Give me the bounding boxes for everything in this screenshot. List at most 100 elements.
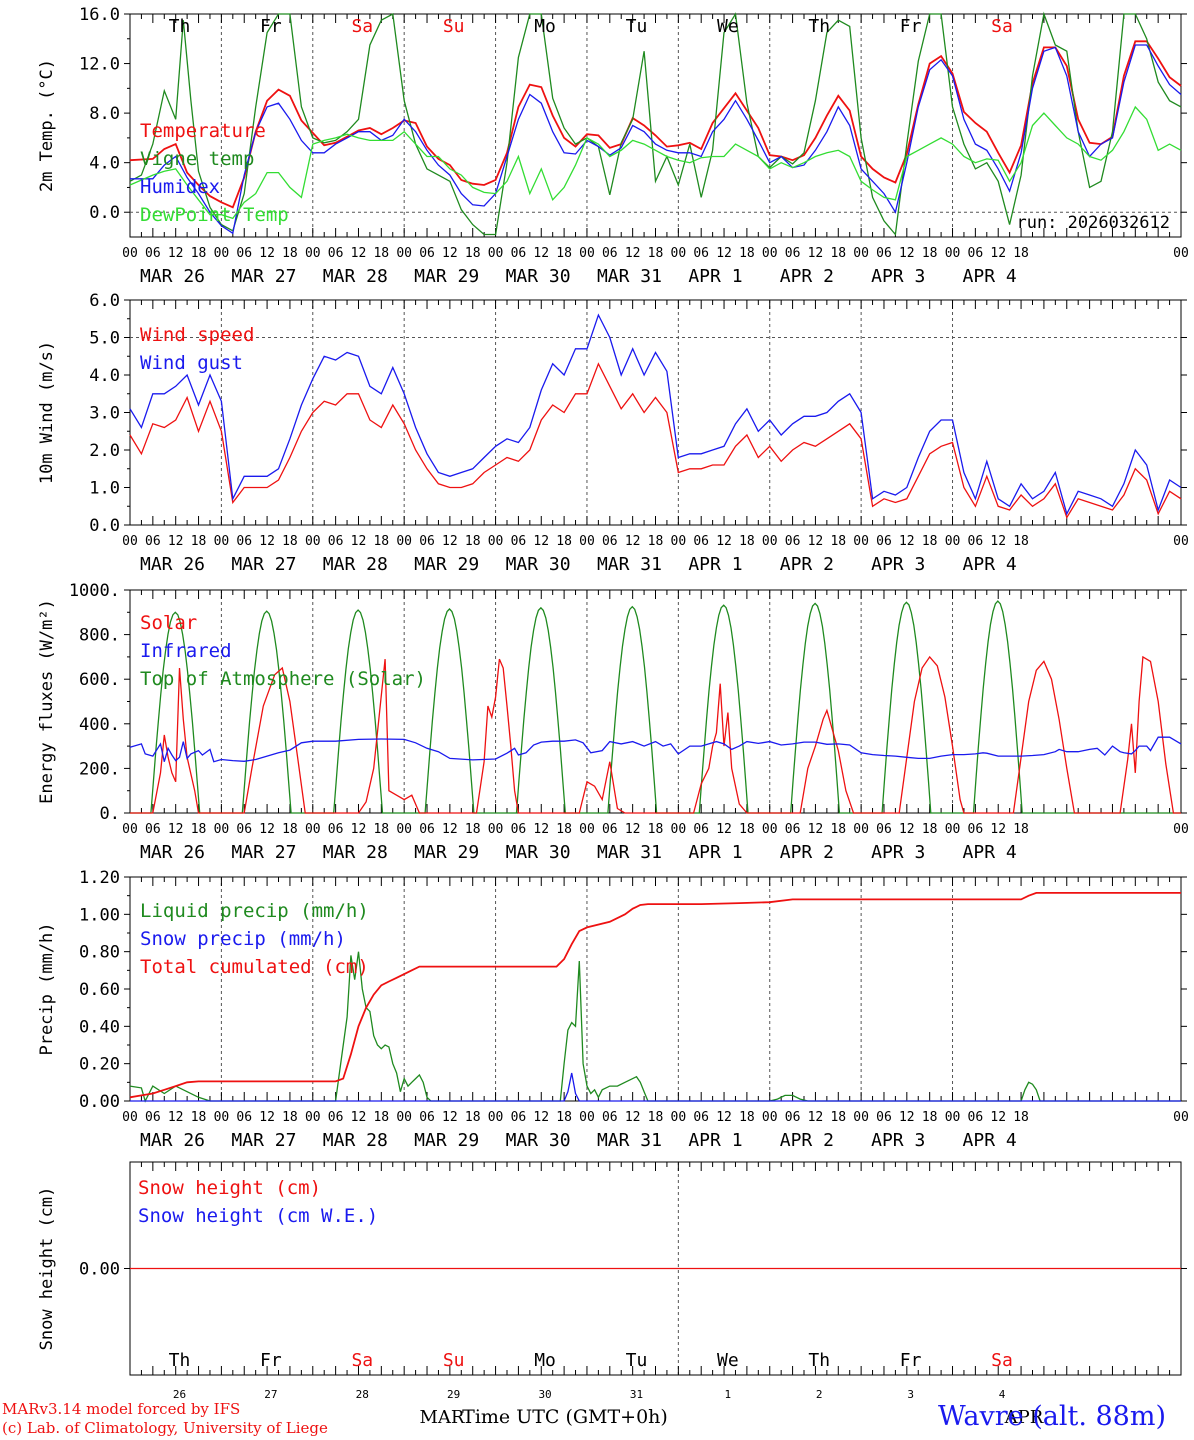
weekday-label: Th [808,1350,830,1371]
x-hour-label: 06 [511,822,527,837]
x-hour-label: 12 [899,246,915,261]
x-date-label: APR 1 [688,842,742,863]
x-hour-label: 00 [396,822,412,837]
x-date-label: MAR 29 [414,266,479,287]
x-hour-label: 00 [214,246,230,261]
x-hour-label: 18 [830,1110,846,1125]
x-date-label: MAR 27 [231,842,296,863]
x-date-label: MAR 30 [506,554,571,575]
y-tick-label: 800. [79,626,120,646]
x-date-label: MAR 27 [231,266,296,287]
y-tick-label: 0. [100,804,120,824]
x-hour-label: 06 [328,534,344,549]
x-hour-label: 00 [214,534,230,549]
x-hour-label: 00 [762,822,778,837]
day-number-label: 30 [538,1388,551,1401]
x-hour-label: 00 [214,1110,230,1125]
legend-entry: Infrared [140,640,232,662]
y-tick-label: 1.0 [89,479,120,499]
y-tick-label: 0.00 [79,1092,120,1112]
x-hour-label: 06 [419,822,435,837]
x-hour-label: 12 [808,534,824,549]
series-temperature [129,40,1182,209]
x-hour-label: 06 [602,822,618,837]
y-tick-label: 12.0 [79,55,120,75]
x-hour-label: 18 [191,534,207,549]
x-hour-label: 06 [876,1110,892,1125]
x-hour-label: 06 [968,534,984,549]
x-hour-label: 18 [830,534,846,549]
x-hour-label: 18 [465,1110,481,1125]
x-hour-label: 18 [373,1110,389,1125]
x-hour-label: 00 [396,534,412,549]
x-date-label: MAR 28 [323,1130,388,1151]
x-hour-label: 00 [671,822,687,837]
x-date-label: APR 1 [688,266,742,287]
x-hour-label: 06 [602,1110,618,1125]
x-hour-label: 12 [899,534,915,549]
x-hour-label: 06 [968,246,984,261]
y-tick-label: 1.20 [79,868,120,888]
x-hour-label: 06 [968,1110,984,1125]
plot-frame [129,589,1182,814]
weekday-label: Mo [534,16,556,37]
x-hour-label: 06 [145,1110,161,1125]
y-axis-title: Snow height (cm) [37,1187,57,1351]
x-date-label: MAR 27 [231,554,296,575]
x-hour-label: 12 [808,822,824,837]
x-hour-label: 00 [1173,534,1189,549]
x-hour-label: 06 [785,822,801,837]
y-tick-label: 4.0 [89,154,120,174]
x-date-label: APR 3 [871,266,925,287]
x-date-label: APR 2 [780,554,834,575]
weekday-label: Tu [626,16,648,37]
x-hour-label: 06 [419,246,435,261]
x-hour-label: 18 [830,246,846,261]
x-hour-label: 18 [739,246,755,261]
x-date-label: MAR 29 [414,1130,479,1151]
x-hour-label: 00 [945,1110,961,1125]
legend-entry: Top of Atmosphere (Solar) [140,668,426,690]
weekday-label: Sa [991,16,1013,37]
x-date-label: MAR 31 [597,842,662,863]
series-dewpoint-temp [129,105,1182,220]
x-hour-label: 12 [625,822,641,837]
x-hour-label: 12 [351,246,367,261]
x-hour-label: 12 [259,246,275,261]
y-tick-label: 600. [79,670,120,690]
x-hour-label: 06 [876,246,892,261]
x-hour-label: 18 [373,822,389,837]
x-hour-label: 12 [716,1110,732,1125]
x-date-label: APR 4 [963,1130,1017,1151]
month-label: APR [1004,1407,1044,1428]
x-hour-label: 06 [602,246,618,261]
x-hour-label: 12 [990,1110,1006,1125]
series-vigne-temp [129,11,1182,237]
day-number-label: 26 [173,1388,186,1401]
x-hour-label: 18 [556,1110,572,1125]
series-total-cumulated-cm [129,892,1181,1099]
x-hour-label: 00 [122,246,138,261]
y-axis-title: 10m Wind (m/s) [37,341,57,484]
y-tick-label: 400. [79,715,120,735]
y-tick-label: 0.0 [89,203,120,223]
x-hour-label: 18 [648,822,664,837]
y-tick-label: 0.00 [79,1260,120,1280]
day-number-label: 4 [999,1388,1006,1401]
x-hour-label: 00 [853,246,869,261]
x-hour-label: 00 [853,1110,869,1125]
x-date-label: APR 2 [780,842,834,863]
legend-entry: Snow height (cm) [138,1177,321,1199]
weekday-label: We [717,16,739,37]
x-hour-label: 06 [236,534,252,549]
x-date-label: MAR 26 [140,842,205,863]
x-hour-label: 00 [945,822,961,837]
weekday-label: Fr [900,1350,922,1371]
plot-frame [129,299,1182,526]
x-hour-label: 00 [579,1110,595,1125]
station-label: Wavre (alt. 88m) [938,1401,1166,1432]
x-hour-label: 06 [419,1110,435,1125]
x-hour-label: 18 [282,246,298,261]
series-snow-precip-mm-h [130,1072,1181,1102]
x-hour-label: 12 [168,246,184,261]
